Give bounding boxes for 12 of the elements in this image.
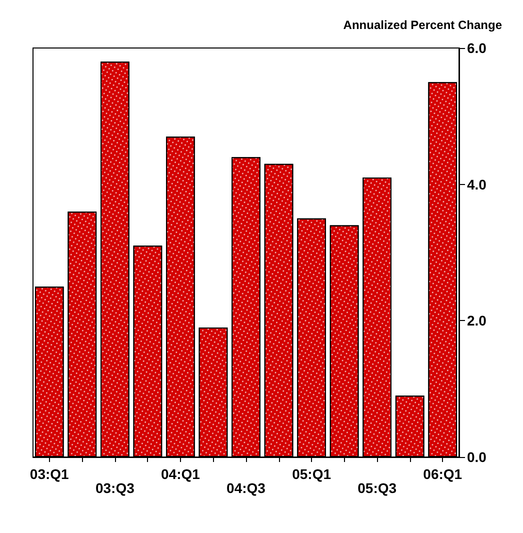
x-tick-label: 05:Q1 — [292, 466, 332, 482]
x-tick-label: 04:Q1 — [161, 466, 200, 482]
y-tick-label: 4.0 — [467, 176, 487, 192]
x-tick-label: 06:Q1 — [423, 466, 462, 482]
x-tick-label: 03:Q1 — [30, 466, 70, 482]
y-axis-title: Annualized Percent Change — [343, 18, 502, 32]
x-tick-label: 04:Q3 — [226, 480, 266, 496]
y-tick-label: 6.0 — [467, 40, 487, 56]
y-tick-label: 0.0 — [467, 449, 487, 465]
x-tick-label: 03:Q3 — [95, 480, 135, 496]
y-tick-label: 2.0 — [467, 312, 487, 329]
x-tick-label: 05:Q3 — [358, 480, 397, 496]
